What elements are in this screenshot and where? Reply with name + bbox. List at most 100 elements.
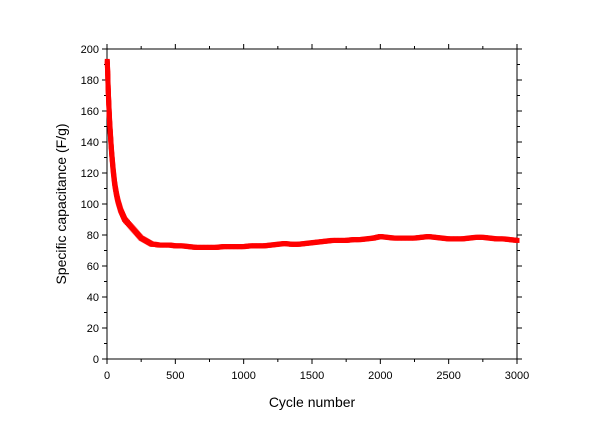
data-point xyxy=(487,235,493,241)
data-point xyxy=(200,244,206,250)
y-axis-ticks: 0 20 40 60 80 100 120 140 160 180 200 xyxy=(81,44,522,366)
data-point xyxy=(309,240,315,246)
data-point xyxy=(107,131,113,137)
data-point xyxy=(109,159,115,165)
data-point xyxy=(425,234,431,240)
data-point xyxy=(295,241,301,247)
data-point xyxy=(114,192,120,198)
data-point xyxy=(357,237,363,243)
data-point xyxy=(391,235,397,241)
data-point xyxy=(112,184,118,190)
data-point xyxy=(115,198,121,204)
data-point xyxy=(282,241,288,247)
y-tick-label: 180 xyxy=(81,75,99,87)
data-point xyxy=(412,235,417,241)
data-point xyxy=(234,244,240,250)
plot-border xyxy=(106,48,518,360)
y-tick-label: 80 xyxy=(87,230,99,242)
data-point xyxy=(110,167,116,173)
y-tick-label: 40 xyxy=(87,292,99,304)
data-point xyxy=(220,244,226,250)
data-point xyxy=(466,235,472,241)
data-point xyxy=(109,151,115,157)
x-tick-label: 1500 xyxy=(300,370,324,382)
data-point xyxy=(480,234,486,240)
data-point xyxy=(111,173,117,179)
x-tick-label: 500 xyxy=(166,370,184,382)
data-point xyxy=(323,238,329,244)
data-point xyxy=(116,203,122,209)
data-point xyxy=(405,235,411,241)
data-point xyxy=(316,239,322,245)
y-tick-label: 20 xyxy=(87,323,99,335)
data-point xyxy=(120,213,126,219)
data-point xyxy=(418,234,424,240)
data-point xyxy=(125,220,130,226)
x-tick-label: 0 xyxy=(104,370,110,382)
data-point xyxy=(138,235,144,241)
data-point xyxy=(207,244,212,250)
data-point xyxy=(350,237,356,243)
y-tick-label: 160 xyxy=(81,106,99,118)
data-point xyxy=(459,236,465,242)
data-point xyxy=(105,69,111,75)
data-point xyxy=(398,235,404,241)
data-point xyxy=(377,234,383,240)
data-point xyxy=(146,240,152,246)
data-points xyxy=(104,58,520,250)
data-point xyxy=(130,226,136,232)
data-point xyxy=(118,207,124,213)
data-point xyxy=(193,244,199,250)
data-point xyxy=(384,234,390,240)
data-point xyxy=(213,244,219,250)
data-point xyxy=(227,244,233,250)
data-point xyxy=(268,242,274,248)
data-point xyxy=(133,229,139,235)
y-tick-label: 0 xyxy=(93,354,99,366)
data-point xyxy=(343,237,349,243)
x-axis-ticks: 0 500 1000 1500 2000 2500 3000 xyxy=(104,44,529,382)
data-point xyxy=(105,83,111,89)
data-point xyxy=(275,241,281,247)
y-tick-label: 200 xyxy=(81,44,99,56)
data-point xyxy=(330,237,335,243)
data-point xyxy=(172,243,178,249)
data-point xyxy=(127,223,133,229)
y-tick-label: 100 xyxy=(81,199,99,211)
data-point xyxy=(248,243,253,249)
data-point xyxy=(144,238,150,244)
data-point xyxy=(186,244,192,250)
data-point xyxy=(514,237,520,243)
data-point xyxy=(167,242,173,248)
data-point xyxy=(336,237,342,243)
data-point xyxy=(446,236,452,242)
x-axis-title: Cycle number xyxy=(269,394,356,410)
plot-frame xyxy=(106,48,518,360)
y-axis-title: Specific capacitance (F/g) xyxy=(53,123,69,284)
data-point xyxy=(106,103,112,109)
data-point xyxy=(108,142,114,148)
data-point xyxy=(432,234,438,240)
data-point xyxy=(106,113,112,119)
x-tick-label: 2000 xyxy=(368,370,392,382)
data-point xyxy=(179,243,185,249)
y-tick-label: 140 xyxy=(81,137,99,149)
x-tick-label: 2500 xyxy=(436,370,460,382)
data-point xyxy=(104,58,110,64)
data-point xyxy=(371,235,376,241)
data-point xyxy=(119,210,125,216)
data-point xyxy=(364,236,370,242)
data-point xyxy=(107,120,113,126)
data-point xyxy=(149,241,155,247)
data-point xyxy=(507,237,513,243)
data-point xyxy=(156,242,162,248)
data-point xyxy=(473,234,479,240)
x-tick-label: 1000 xyxy=(231,370,255,382)
data-point xyxy=(494,236,499,242)
data-point xyxy=(302,241,308,247)
data-point xyxy=(500,236,506,242)
data-point xyxy=(152,241,158,247)
data-point xyxy=(241,244,247,250)
data-point xyxy=(453,236,458,242)
